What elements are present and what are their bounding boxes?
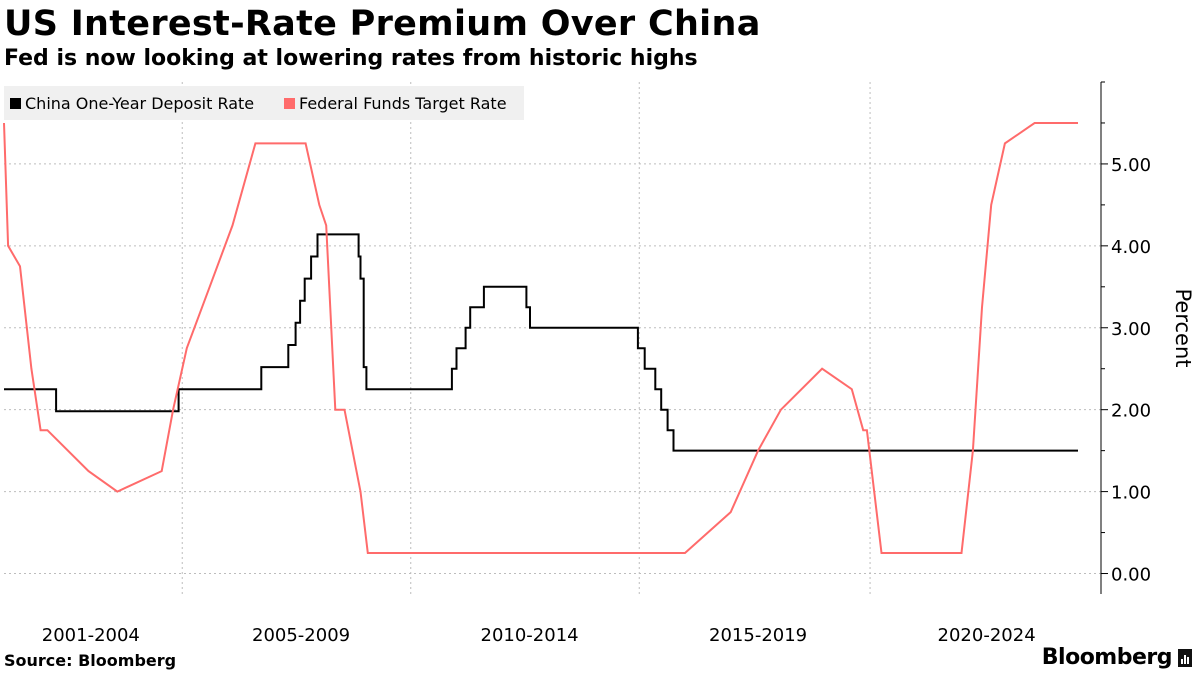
legend-item-china: China One-Year Deposit Rate (10, 86, 254, 120)
x-tick-label: 2020-2024 (938, 625, 1036, 646)
x-axis-labels: 2001-2004 2005-2009 2010-2014 2015-2019 2020… (42, 625, 1036, 646)
series-lines (3, 122, 1078, 554)
brand-name: Bloomberg (1041, 645, 1173, 670)
legend-swatch-fed (284, 97, 295, 109)
source-note: Source: Bloomberg (4, 651, 177, 670)
x-tick-label: 2005-2009 (252, 625, 350, 646)
y-axis: 0.00 1.00 2.00 3.00 4.00 5.00 Percent (1100, 81, 1195, 594)
chart-subtitle: Fed is now looking at lowering rates fro… (4, 46, 698, 71)
legend-label-china: China One-Year Deposit Rate (25, 93, 255, 113)
y-tick-label: 0.00 (1111, 565, 1151, 586)
y-tick-label: 4.00 (1111, 237, 1151, 258)
y-tick-label: 5.00 (1111, 155, 1151, 176)
x-tick-label: 2010-2014 (481, 625, 579, 646)
legend-swatch-china (10, 97, 21, 109)
grid (4, 82, 1101, 594)
y-axis-title: Percent (1171, 288, 1195, 367)
legend-label-fed: Federal Funds Target Rate (299, 93, 507, 113)
y-tick-label: 3.00 (1111, 319, 1151, 340)
chart-title: US Interest-Rate Premium Over China (4, 4, 761, 44)
x-tick-label: 2001-2004 (42, 625, 140, 646)
fed-funds-rate-line (3, 122, 1078, 554)
y-tick-label: 1.00 (1111, 483, 1151, 504)
x-tick-label: 2015-2019 (709, 625, 807, 646)
brand-logo: Bloomberg (1042, 645, 1192, 670)
y-tick-label: 2.00 (1111, 401, 1151, 422)
legend: China One-Year Deposit Rate Federal Fund… (4, 86, 524, 120)
brand-badge-icon (1178, 648, 1192, 667)
legend-item-fed: Federal Funds Target Rate (284, 86, 507, 120)
china-deposit-rate-line (4, 233, 1078, 452)
